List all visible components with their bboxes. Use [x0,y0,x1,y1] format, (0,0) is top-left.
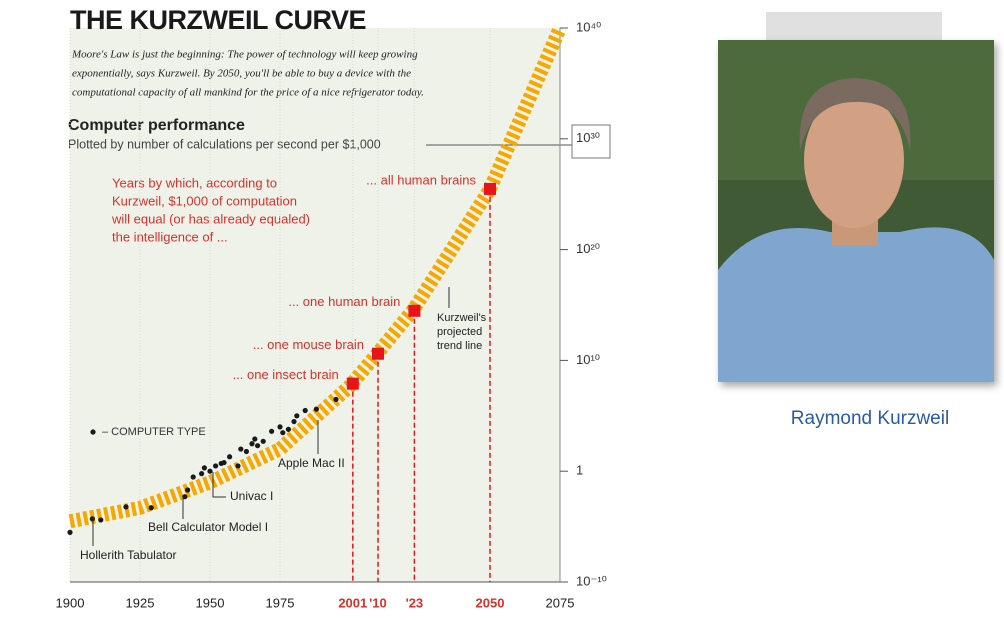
photo-caption: Raymond Kurzweil [791,408,949,429]
annotation: Hollerith Tabulator [80,548,177,562]
computer-point [235,463,241,469]
computer-point [201,465,207,471]
y-tick-label: 10¹⁰ [576,352,600,367]
plot-background [70,28,560,582]
computer-point [280,430,286,436]
computer-point [249,441,255,447]
computer-point [260,438,266,444]
legend-marker [90,429,96,435]
tick-box [571,124,611,159]
milestone-label: ... all human brains [366,172,476,187]
computer-point [207,468,213,474]
computer-point [148,505,154,511]
computer-point [98,517,104,523]
milestone-marker [484,182,496,195]
annotation: Apple Mac II [278,456,345,470]
note-line: the intelligence of ... [112,229,228,244]
subtitle-line: Moore's Law is just the beginning: The p… [71,49,418,61]
computer-point [190,474,196,480]
annotation-leader [212,472,226,498]
computer-point [285,426,291,432]
subtitle: Moore's Law is just the beginning: The p… [71,49,424,99]
note-line: Years by which, according to [112,175,277,190]
note-line: will equal (or has already equaled) [111,211,310,226]
computer-point [221,459,227,466]
computer-point [302,407,308,414]
note-line: Kurzweil, $1,000 of computation [112,193,297,208]
computer-point [294,413,300,419]
computer-point [199,471,205,477]
photo [718,40,994,382]
computer-point [123,504,129,510]
computer-point [252,436,258,442]
computer-point [313,406,319,412]
milestone-label: ... one mouse brain [253,337,364,352]
computer-point [333,396,339,403]
computer-point [269,428,275,434]
chart-title: THE KURZWEIL CURVE [70,5,366,35]
computer-point [291,418,297,425]
photo-face [804,92,904,228]
milestone-marker [408,304,421,317]
milestone-marker [346,377,359,390]
milestone-marker [372,347,384,360]
annotation: Kurzweil's [437,312,487,324]
computer-point [227,454,233,460]
subheading: Plotted by number of calculations per se… [68,137,381,151]
x-tick-label: 2050 [476,595,505,610]
y-tick-label: 10²⁰ [576,241,600,256]
subtitle-line: computational capacity of all mankind fo… [72,87,424,99]
computer-point [89,516,95,522]
x-tick-label: 1975 [266,595,295,610]
milestone-label: ... one insect brain [233,367,339,382]
heading: Computer performance [68,117,245,134]
annotation: Bell Calculator Model I [148,520,268,534]
photo-shirt [718,227,994,382]
annotation: trend line [437,340,482,352]
computer-point [185,487,191,493]
computer-point [255,443,261,449]
y-tick-label: 10⁻¹⁰ [576,573,607,588]
annotation: Univac I [230,489,273,503]
x-tick-label: 2075 [546,595,575,610]
note: Years by which, according to Kurzweil, $… [111,175,310,244]
computer-point [277,424,283,430]
computer-point [238,446,244,452]
annotation: projected [437,326,482,338]
x-tick-label: '23 [406,595,424,610]
computer-point [213,463,219,469]
x-tick-label: '10 [369,595,387,610]
computer-point [243,448,249,455]
x-tick-label: 1950 [196,595,225,610]
x-tick-label: 1925 [126,595,155,610]
photo-hair [799,78,911,150]
legend-label: – COMPUTER TYPE [102,426,206,438]
x-tick-label: 1900 [56,595,85,610]
computer-point [67,529,73,535]
y-tick-label: 10³⁰ [576,130,600,145]
x-tick-label: 2001 [338,595,367,610]
y-tick-label: 1 [576,463,583,478]
milestone-label: ... one human brain [288,294,400,309]
y-tick-label: 10⁴⁰ [576,19,601,34]
subtitle-line: exponentially, says Kurzweil. By 2050, y… [72,68,411,80]
